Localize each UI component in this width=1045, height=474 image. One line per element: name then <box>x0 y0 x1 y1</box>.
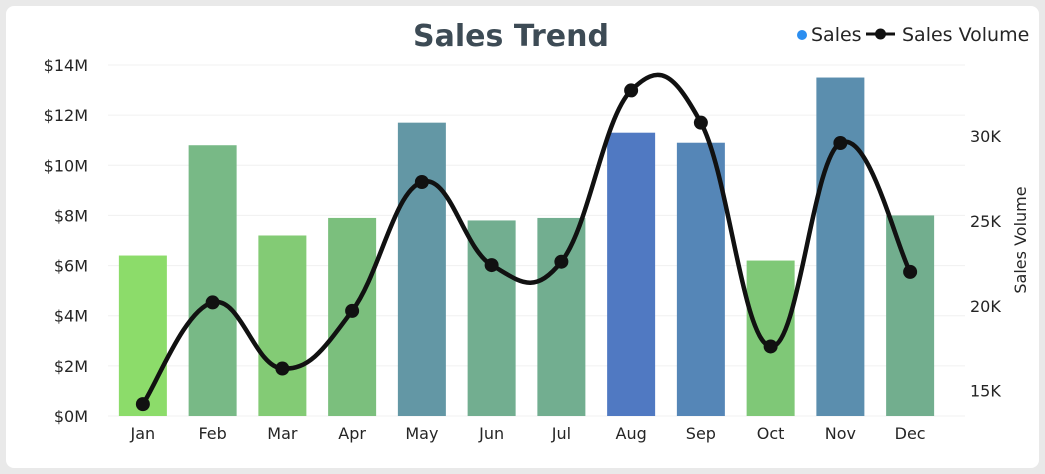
x-tick-label: Mar <box>267 424 298 443</box>
legend: Sales Sales Volume <box>797 24 1029 46</box>
sales-volume-point <box>484 258 499 273</box>
sales-bar <box>607 132 656 416</box>
sales-volume-point <box>763 339 778 354</box>
sales-volume-point <box>275 361 290 376</box>
sales-volume-point <box>345 303 360 318</box>
sales-bar <box>816 77 865 417</box>
x-tick-label: Dec <box>895 424 926 443</box>
sales-bar <box>118 255 167 416</box>
sales-volume-point <box>414 175 429 189</box>
chart-title: Sales Trend <box>413 19 609 54</box>
sales-volume-line <box>135 72 918 412</box>
legend-sales-dot <box>797 30 807 40</box>
legend-volume-marker <box>875 28 886 40</box>
left-axis-ticks: $0M $2M $4M $6M $8M $10M $12M $14M <box>44 56 88 426</box>
sales-bar <box>258 235 307 416</box>
x-tick-label: May <box>405 424 438 443</box>
sales-bar <box>397 122 446 417</box>
right-axis-ticks: 15K 20K 25K 30K <box>970 127 1001 400</box>
left-tick-label: $2M <box>54 357 88 376</box>
right-tick-label: 15K <box>970 382 1001 401</box>
sales-bar <box>188 145 237 416</box>
right-tick-label: 25K <box>970 212 1001 231</box>
x-tick-label: Nov <box>825 424 856 443</box>
sales-volume-path <box>140 72 913 406</box>
x-tick-label: Jun <box>478 424 504 443</box>
sales-bar <box>467 220 516 416</box>
sales-bar <box>746 260 795 416</box>
x-tick-label: Jul <box>551 424 571 443</box>
x-tick-label: Jan <box>130 424 156 443</box>
sales-volume-point <box>833 136 848 150</box>
legend-sales-label: Sales <box>811 24 862 46</box>
right-tick-label: 20K <box>970 297 1001 316</box>
sales-volume-point <box>554 254 569 269</box>
x-axis-ticks: Jan Feb Mar Apr May Jun Jul Aug Sep Oct Nov Dec <box>130 424 926 443</box>
x-tick-label: Apr <box>338 424 366 443</box>
left-tick-label: $4M <box>54 307 88 326</box>
sales-bar <box>886 215 935 416</box>
right-axis-title: Sales Volume <box>1011 186 1030 293</box>
legend-volume-label: Sales Volume <box>902 24 1029 46</box>
x-tick-label: Oct <box>757 424 785 443</box>
left-tick-label: $8M <box>54 206 88 225</box>
left-tick-label: $12M <box>44 106 88 125</box>
x-tick-label: Sep <box>686 424 716 443</box>
sales-bar <box>676 142 725 416</box>
right-tick-label: 30K <box>970 127 1001 146</box>
sales-volume-point <box>135 397 150 412</box>
sales-volume-point <box>903 264 918 279</box>
x-tick-label: Aug <box>616 424 647 443</box>
sales-volume-point <box>693 115 708 130</box>
sales-volume-point <box>205 295 220 310</box>
sales-bars <box>118 77 935 417</box>
left-tick-label: $0M <box>54 407 88 426</box>
sales-bar <box>537 217 586 416</box>
x-tick-label: Feb <box>198 424 226 443</box>
left-tick-label: $6M <box>54 257 88 276</box>
chart-card: Sales Trend <box>6 6 1039 468</box>
sales-volume-point <box>624 83 639 98</box>
left-tick-label: $14M <box>44 56 88 75</box>
left-tick-label: $10M <box>44 156 88 175</box>
